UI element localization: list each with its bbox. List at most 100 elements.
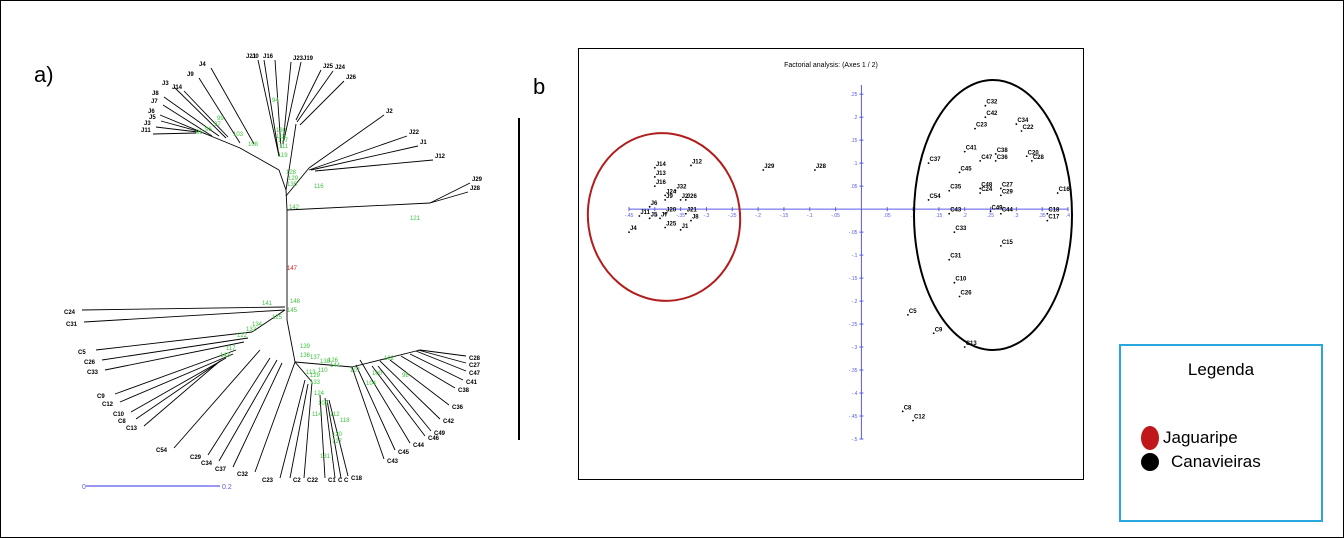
- tree-branch: [257, 59, 280, 157]
- tree-leaf-label: C22: [307, 478, 319, 484]
- pca-point: [994, 153, 997, 155]
- tree-branch: [295, 69, 322, 121]
- tree-branch: [254, 361, 296, 473]
- tree-node-label: 104: [366, 381, 377, 387]
- pca-point: [994, 159, 997, 162]
- legend-label-jaguaripe: Jaguaripe: [1163, 428, 1238, 447]
- tree-branch: [163, 96, 220, 137]
- legend-item-jaguaripe: Jaguaripe: [1141, 426, 1238, 450]
- tree-leaf-label: C29: [190, 455, 202, 461]
- tree-branch: [319, 394, 326, 479]
- tree-branch: [135, 359, 223, 420]
- pca-point-label: J8: [692, 215, 699, 221]
- pca-y-tick-label: .2: [853, 115, 857, 121]
- tree-leaf-label: J28: [470, 186, 481, 192]
- pca-point-label: C28: [1033, 155, 1045, 161]
- pca-x-tick-label: .3: [1014, 213, 1018, 219]
- pca-point-label: C48: [981, 182, 993, 188]
- tree-branch: [218, 359, 278, 462]
- pca-point: [974, 127, 976, 130]
- tree-leaf-label: C8: [118, 419, 126, 425]
- pca-point: [653, 166, 656, 169]
- pca-point-label: J20: [666, 208, 677, 214]
- pca-point-label: C20: [1028, 150, 1040, 156]
- pca-point: [653, 176, 656, 178]
- tree-branch: [409, 353, 464, 381]
- pca-y-tick-label: -.1: [852, 253, 858, 259]
- pca-point: [762, 169, 765, 171]
- pca-x-tick-label: -.4: [652, 213, 658, 219]
- tree-leaf-label: J3: [144, 121, 151, 127]
- pca-point: [912, 419, 914, 422]
- tree-leaf-label: C: [338, 478, 343, 484]
- tree-node-label: 110: [318, 368, 328, 374]
- pca-point: [659, 217, 661, 220]
- tree-branch: [308, 135, 408, 171]
- tree-branch: [328, 399, 349, 477]
- pca-point: [1046, 219, 1049, 222]
- legend-box: Legenda Jaguaripe Canavieiras: [1119, 344, 1323, 522]
- pca-y-tick-label: -.3: [852, 345, 858, 351]
- tree-branch: [294, 361, 353, 368]
- tree-node-label: 111: [279, 144, 289, 150]
- pca-point: [664, 199, 667, 201]
- pca-point: [638, 215, 641, 217]
- tree-branch: [251, 309, 286, 333]
- tree-leaf-label: C5: [78, 350, 86, 356]
- tree-branch: [296, 70, 334, 123]
- tree-branch: [155, 126, 199, 133]
- tree-leaf-label: J25: [323, 64, 334, 70]
- tree-leaf-label: J16: [263, 54, 274, 60]
- pca-point-label: C37: [930, 157, 942, 163]
- tree-leaf-label: C46: [428, 436, 440, 442]
- tree-branch: [289, 383, 309, 479]
- pca-point-label: J12: [692, 159, 703, 165]
- tree-branch: [119, 353, 234, 403]
- tree-leaf-label: C18: [351, 476, 363, 482]
- tree-branch: [379, 360, 441, 420]
- tree-leaf-label: C33: [87, 370, 99, 376]
- canavieiras-ellipse: [913, 79, 1073, 351]
- tree-leaf-label: C: [344, 478, 349, 484]
- tree-branch: [389, 359, 450, 406]
- pca-point: [953, 231, 956, 234]
- pca-point: [664, 226, 667, 229]
- pca-point-label: C23: [976, 123, 988, 129]
- tree-branch: [371, 365, 426, 437]
- tree-leaf-label: C49: [434, 431, 446, 437]
- tree-leaf-label: C23: [262, 478, 274, 484]
- pca-point: [684, 199, 687, 201]
- pca-point-label: C31: [950, 254, 962, 260]
- pca-point-label: C5: [909, 309, 917, 315]
- tree-branch: [282, 61, 292, 145]
- pca-point: [1046, 212, 1049, 215]
- pca-point: [664, 212, 667, 215]
- tree-leaf-label: C31: [66, 322, 78, 328]
- pca-point-label: J26: [687, 194, 698, 200]
- pca-point: [932, 332, 935, 335]
- pca-point-label: J5: [651, 212, 658, 218]
- pca-x-tick-label: -.2: [755, 213, 761, 219]
- tree-leaf-label: C24: [64, 310, 76, 316]
- tree-branch: [351, 349, 421, 368]
- tree-branch: [101, 337, 249, 361]
- tree-node-label: 97: [214, 122, 221, 128]
- tree-branch: [114, 349, 237, 395]
- tree-branch: [419, 349, 467, 357]
- tree-branch: [81, 306, 286, 311]
- tree-leaf-label: C36: [452, 405, 464, 411]
- tree-branch: [207, 357, 271, 456]
- tree-node-label: 137: [278, 138, 289, 144]
- pca-y-tick-label: -.2: [852, 299, 858, 305]
- tree-branch: [239, 147, 280, 171]
- pca-point-label: C26: [961, 290, 973, 296]
- pca-point-label: J9: [666, 194, 673, 200]
- tree-branch: [294, 361, 313, 383]
- pca-point-label: C16: [1059, 187, 1071, 193]
- pca-point: [984, 104, 987, 107]
- pca-point: [648, 205, 651, 208]
- tree-leaf-label: C28: [469, 356, 481, 362]
- pca-point: [814, 169, 816, 171]
- tree-node-label: 134: [252, 322, 263, 328]
- pca-x-tick-label: -.05: [831, 213, 840, 219]
